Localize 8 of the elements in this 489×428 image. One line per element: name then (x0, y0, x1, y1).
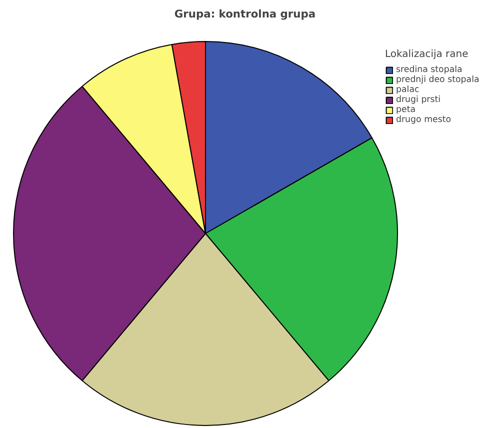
legend-label: peta (396, 105, 416, 115)
legend-label: palac (396, 85, 420, 95)
chart-title: Grupa: kontrolna grupa (174, 8, 316, 20)
legend-title: Lokalizacija rane (385, 49, 470, 60)
legend-label: prednji deo stopala (396, 75, 480, 85)
legend-label: drugo mesto (396, 115, 452, 125)
legend-label: drugi prsti (396, 95, 441, 105)
legend-label: sredina stopala (396, 65, 462, 75)
